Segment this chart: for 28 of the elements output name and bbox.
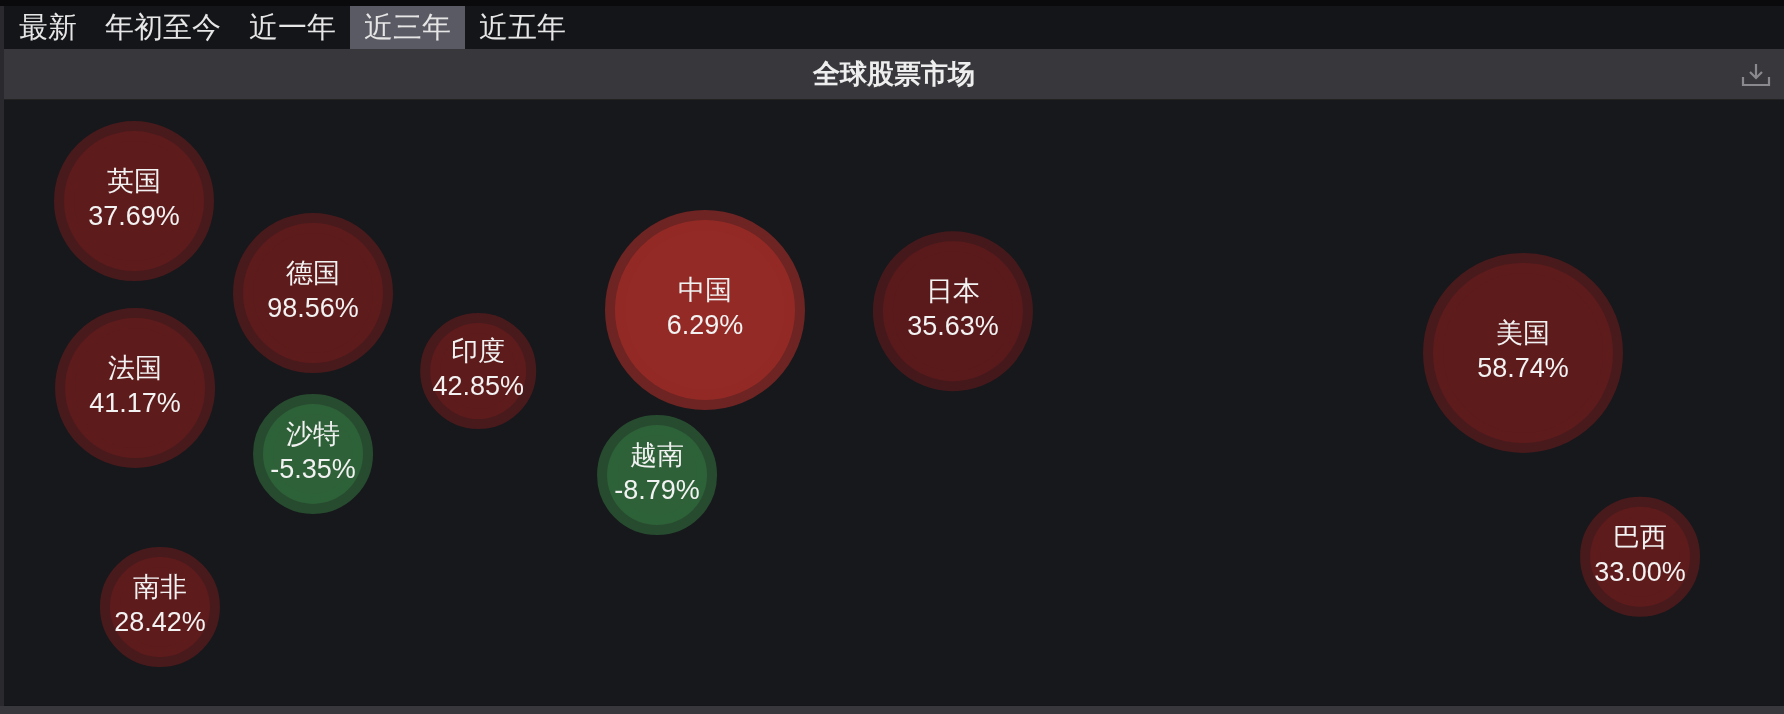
text: 年初至今 [105, 11, 221, 43]
category-label: 中国 [677, 275, 732, 306]
data-label: 98.56% [267, 293, 359, 324]
text: 近五年 [479, 11, 566, 43]
category-label: 法国 [108, 353, 163, 384]
text: 近一年 [249, 11, 336, 43]
data-label: 41.17% [89, 388, 181, 419]
data-label: 33.00% [1594, 557, 1686, 588]
category-label: 南非 [132, 572, 187, 603]
category-label: 越南 [630, 440, 685, 471]
data-label: 6.29% [666, 310, 744, 341]
category-label: 德国 [286, 258, 341, 289]
category-label: 沙特 [286, 419, 341, 450]
data-label: -8.79% [614, 475, 700, 506]
category-label: 美国 [1496, 318, 1551, 349]
text: 最新 [19, 11, 77, 43]
data-label: 42.85% [432, 371, 524, 402]
category-label: 日本 [925, 276, 980, 307]
category-label: 印度 [451, 336, 506, 367]
data-label: 35.63% [907, 311, 999, 342]
data-label: 58.74% [1477, 353, 1569, 384]
data-label: 28.42% [114, 607, 206, 638]
data-label: 37.69% [88, 201, 180, 232]
tab-button: 近三年 [350, 6, 465, 49]
text: 全球股票市场 [813, 58, 975, 91]
category-label: 英国 [107, 166, 161, 197]
category-label: 巴西 [1613, 521, 1668, 552]
data-label: -5.35% [270, 454, 356, 485]
